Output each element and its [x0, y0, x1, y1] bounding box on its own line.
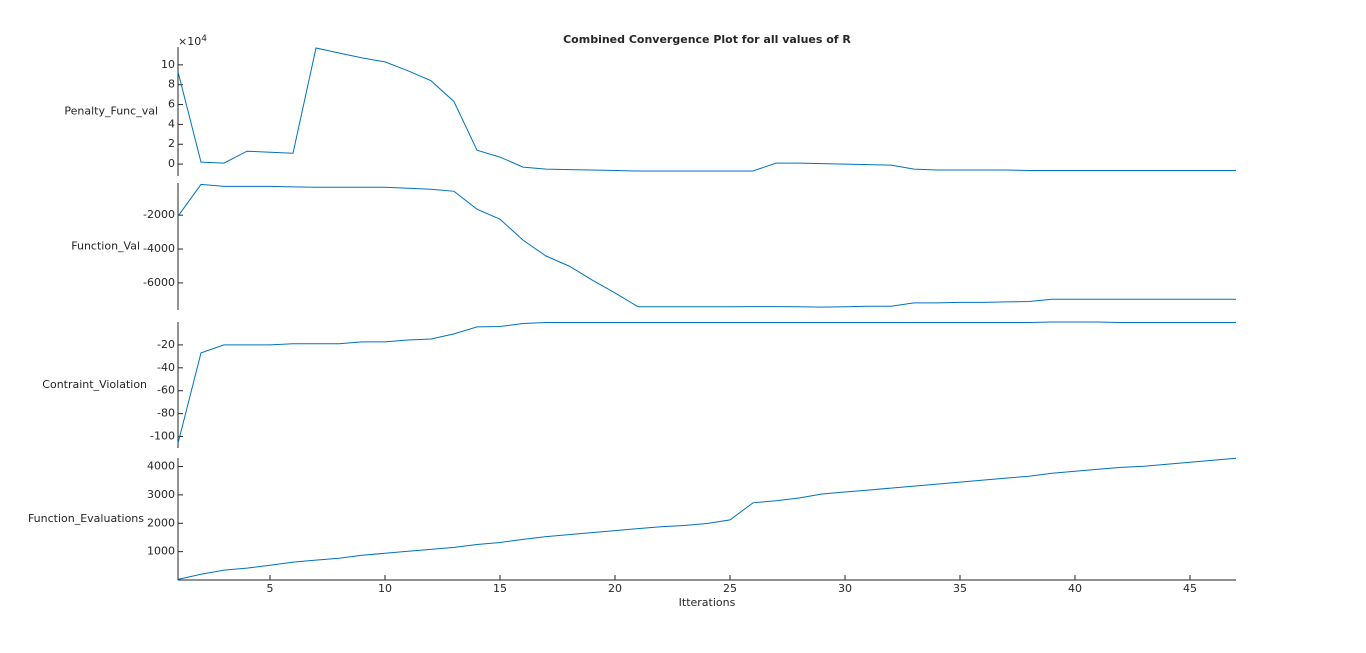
- x-tick-label: 45: [1183, 582, 1197, 595]
- y-tick-label: -80: [157, 407, 175, 420]
- y-axis-label: Penalty_Func_val: [64, 105, 158, 118]
- y-axis-label: Function_Val: [71, 240, 140, 253]
- y-axis-label: Function_Evaluations: [28, 512, 144, 525]
- y-scale-label: ×104: [178, 34, 207, 49]
- y-tick-label: -4000: [143, 242, 175, 255]
- scale-base: ×10: [178, 35, 201, 48]
- y-tick-label: 4: [168, 117, 175, 130]
- y-tick-label: -20: [157, 338, 175, 351]
- line: [177, 183, 1236, 308]
- scale-exponent: 4: [201, 34, 207, 44]
- y-axis-label: Contraint_Violation: [42, 378, 147, 391]
- line: [177, 47, 1236, 172]
- line: [177, 457, 1237, 580]
- y-tick-label: 6: [168, 98, 175, 111]
- y-tick-label: 1000: [147, 545, 175, 558]
- y-tick-label: 8: [168, 78, 175, 91]
- x-tick-label: 20: [608, 582, 622, 595]
- x-tick-label: 25: [723, 582, 737, 595]
- x-axis-label: Itterations: [679, 596, 736, 609]
- x-tick-label: 15: [493, 582, 507, 595]
- y-tick-label: 3000: [147, 488, 175, 501]
- y-tick-label: 10: [161, 58, 175, 71]
- y-tick-label: 0: [168, 157, 175, 170]
- x-tick-label: 5: [267, 582, 274, 595]
- y-tick-label: 2000: [147, 516, 175, 529]
- y-tick-label: -2000: [143, 208, 175, 221]
- chart-title: Combined Convergence Plot for all values…: [563, 33, 851, 46]
- x-tick-label: 35: [953, 582, 967, 595]
- y-tick-label: 2: [168, 137, 175, 150]
- x-tick-label: 40: [1068, 582, 1082, 595]
- line: [177, 321, 1236, 444]
- y-tick-label: -6000: [143, 276, 175, 289]
- y-tick-label: -40: [157, 361, 175, 374]
- y-tick-label: -60: [157, 384, 175, 397]
- y-tick-label: 4000: [147, 460, 175, 473]
- x-tick-label: 30: [838, 582, 852, 595]
- x-tick-label: 10: [378, 582, 392, 595]
- y-tick-label: -100: [150, 430, 175, 443]
